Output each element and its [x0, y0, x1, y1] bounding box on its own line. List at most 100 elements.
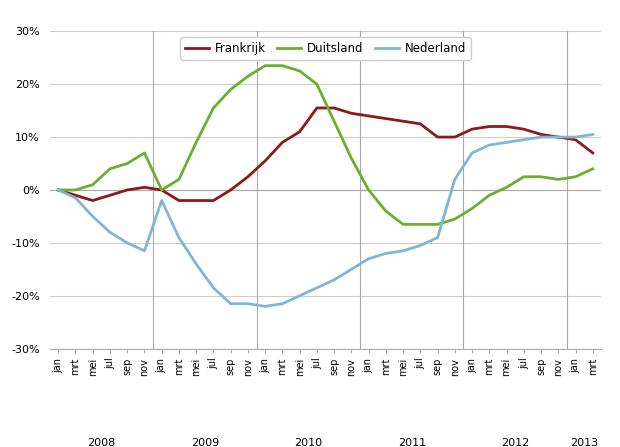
Duitsland	[554, 177, 562, 182]
Duitsland	[296, 68, 303, 74]
Nederland	[55, 187, 62, 193]
Frankrijk	[330, 105, 338, 111]
Nederland	[538, 135, 545, 140]
Frankrijk	[554, 135, 562, 140]
Frankrijk	[296, 129, 303, 135]
Duitsland	[417, 222, 424, 227]
Frankrijk	[503, 124, 510, 129]
Duitsland	[348, 156, 355, 161]
Text: 2013: 2013	[570, 438, 598, 447]
Nederland	[244, 301, 252, 306]
Nederland	[227, 301, 234, 306]
Nederland	[141, 248, 148, 253]
Duitsland	[106, 166, 113, 172]
Nederland	[485, 142, 493, 148]
Duitsland	[72, 187, 79, 193]
Nederland	[296, 293, 303, 299]
Nederland	[278, 301, 286, 306]
Nederland	[382, 251, 389, 256]
Duitsland	[278, 63, 286, 68]
Duitsland	[210, 105, 217, 111]
Duitsland	[589, 166, 596, 172]
Nederland	[106, 230, 113, 235]
Frankrijk	[141, 185, 148, 190]
Nederland	[262, 304, 269, 309]
Frankrijk	[348, 110, 355, 116]
Nederland	[399, 248, 407, 253]
Frankrijk	[572, 137, 579, 143]
Nederland	[89, 214, 97, 219]
Frankrijk	[451, 135, 459, 140]
Line: Frankrijk: Frankrijk	[58, 108, 593, 201]
Duitsland	[313, 81, 321, 87]
Duitsland	[192, 139, 200, 145]
Duitsland	[227, 87, 234, 92]
Frankrijk	[485, 124, 493, 129]
Duitsland	[123, 161, 131, 166]
Duitsland	[262, 63, 269, 68]
Frankrijk	[365, 113, 373, 118]
Frankrijk	[210, 198, 217, 203]
Frankrijk	[399, 118, 407, 124]
Nederland	[589, 132, 596, 137]
Frankrijk	[175, 198, 183, 203]
Line: Nederland: Nederland	[58, 135, 593, 306]
Frankrijk	[227, 187, 234, 193]
Duitsland	[485, 193, 493, 198]
Frankrijk	[417, 121, 424, 127]
Nederland	[365, 256, 373, 261]
Frankrijk	[192, 198, 200, 203]
Duitsland	[503, 185, 510, 190]
Text: 2009: 2009	[191, 438, 219, 447]
Duitsland	[158, 187, 166, 193]
Frankrijk	[123, 187, 131, 193]
Nederland	[175, 235, 183, 240]
Frankrijk	[262, 158, 269, 164]
Duitsland	[89, 182, 97, 187]
Frankrijk	[89, 198, 97, 203]
Nederland	[348, 266, 355, 272]
Legend: Frankrijk, Duitsland, Nederland: Frankrijk, Duitsland, Nederland	[180, 37, 471, 59]
Nederland	[417, 243, 424, 248]
Frankrijk	[382, 116, 389, 121]
Duitsland	[434, 222, 441, 227]
Nederland	[330, 277, 338, 283]
Duitsland	[382, 208, 389, 214]
Text: 2008: 2008	[87, 438, 115, 447]
Frankrijk	[158, 187, 166, 193]
Frankrijk	[72, 193, 79, 198]
Nederland	[123, 240, 131, 245]
Duitsland	[538, 174, 545, 179]
Duitsland	[451, 216, 459, 222]
Nederland	[72, 195, 79, 201]
Duitsland	[175, 177, 183, 182]
Nederland	[158, 198, 166, 203]
Frankrijk	[278, 139, 286, 145]
Duitsland	[55, 187, 62, 193]
Nederland	[451, 177, 459, 182]
Nederland	[192, 261, 200, 267]
Text: 2011: 2011	[397, 438, 426, 447]
Nederland	[468, 150, 476, 156]
Text: 2010: 2010	[294, 438, 322, 447]
Duitsland	[468, 206, 476, 211]
Nederland	[520, 137, 528, 143]
Nederland	[313, 285, 321, 291]
Text: 2012: 2012	[501, 438, 529, 447]
Frankrijk	[313, 105, 321, 111]
Duitsland	[141, 150, 148, 156]
Nederland	[210, 285, 217, 291]
Frankrijk	[468, 127, 476, 132]
Nederland	[434, 235, 441, 240]
Frankrijk	[434, 135, 441, 140]
Frankrijk	[244, 174, 252, 179]
Frankrijk	[589, 150, 596, 156]
Line: Duitsland: Duitsland	[58, 66, 593, 224]
Nederland	[554, 135, 562, 140]
Duitsland	[520, 174, 528, 179]
Duitsland	[572, 174, 579, 179]
Frankrijk	[520, 127, 528, 132]
Nederland	[503, 139, 510, 145]
Frankrijk	[538, 132, 545, 137]
Nederland	[572, 135, 579, 140]
